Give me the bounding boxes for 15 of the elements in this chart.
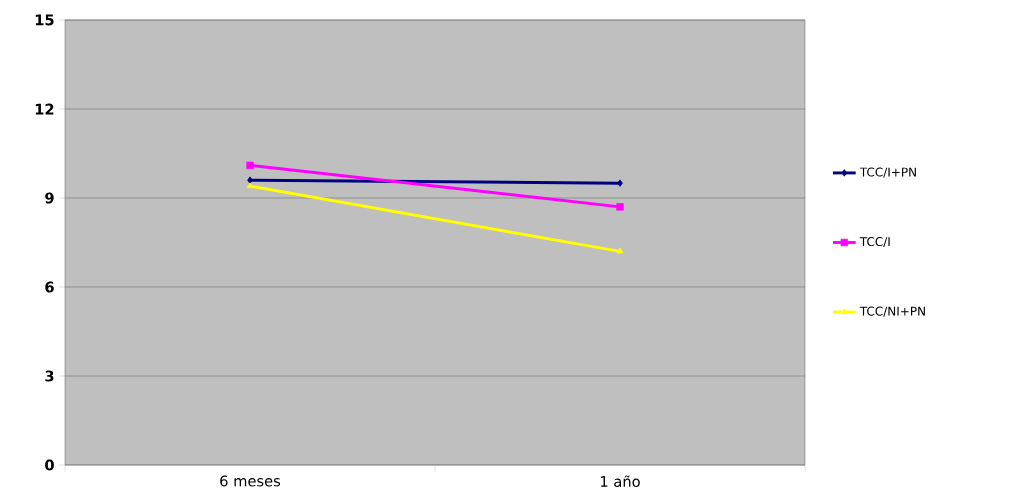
y-tick-label: 15 xyxy=(35,14,54,26)
x-tick-label: 6 meses xyxy=(220,475,281,487)
x-tick-label: 1 año xyxy=(600,475,640,487)
legend-label: TCC/NI+PN xyxy=(859,306,925,317)
legend-label: TCC/I+PN xyxy=(859,167,916,178)
y-tick-label: 9 xyxy=(45,192,54,204)
y-tick-label: 0 xyxy=(45,459,54,471)
y-tick-label: 6 xyxy=(45,281,54,293)
y-tick-label: 12 xyxy=(35,103,54,115)
point xyxy=(616,203,624,211)
point xyxy=(247,176,253,184)
y-tick-label: 3 xyxy=(45,370,54,382)
point xyxy=(246,161,254,170)
point xyxy=(617,179,623,187)
legend-label: TCC/I xyxy=(859,237,890,248)
